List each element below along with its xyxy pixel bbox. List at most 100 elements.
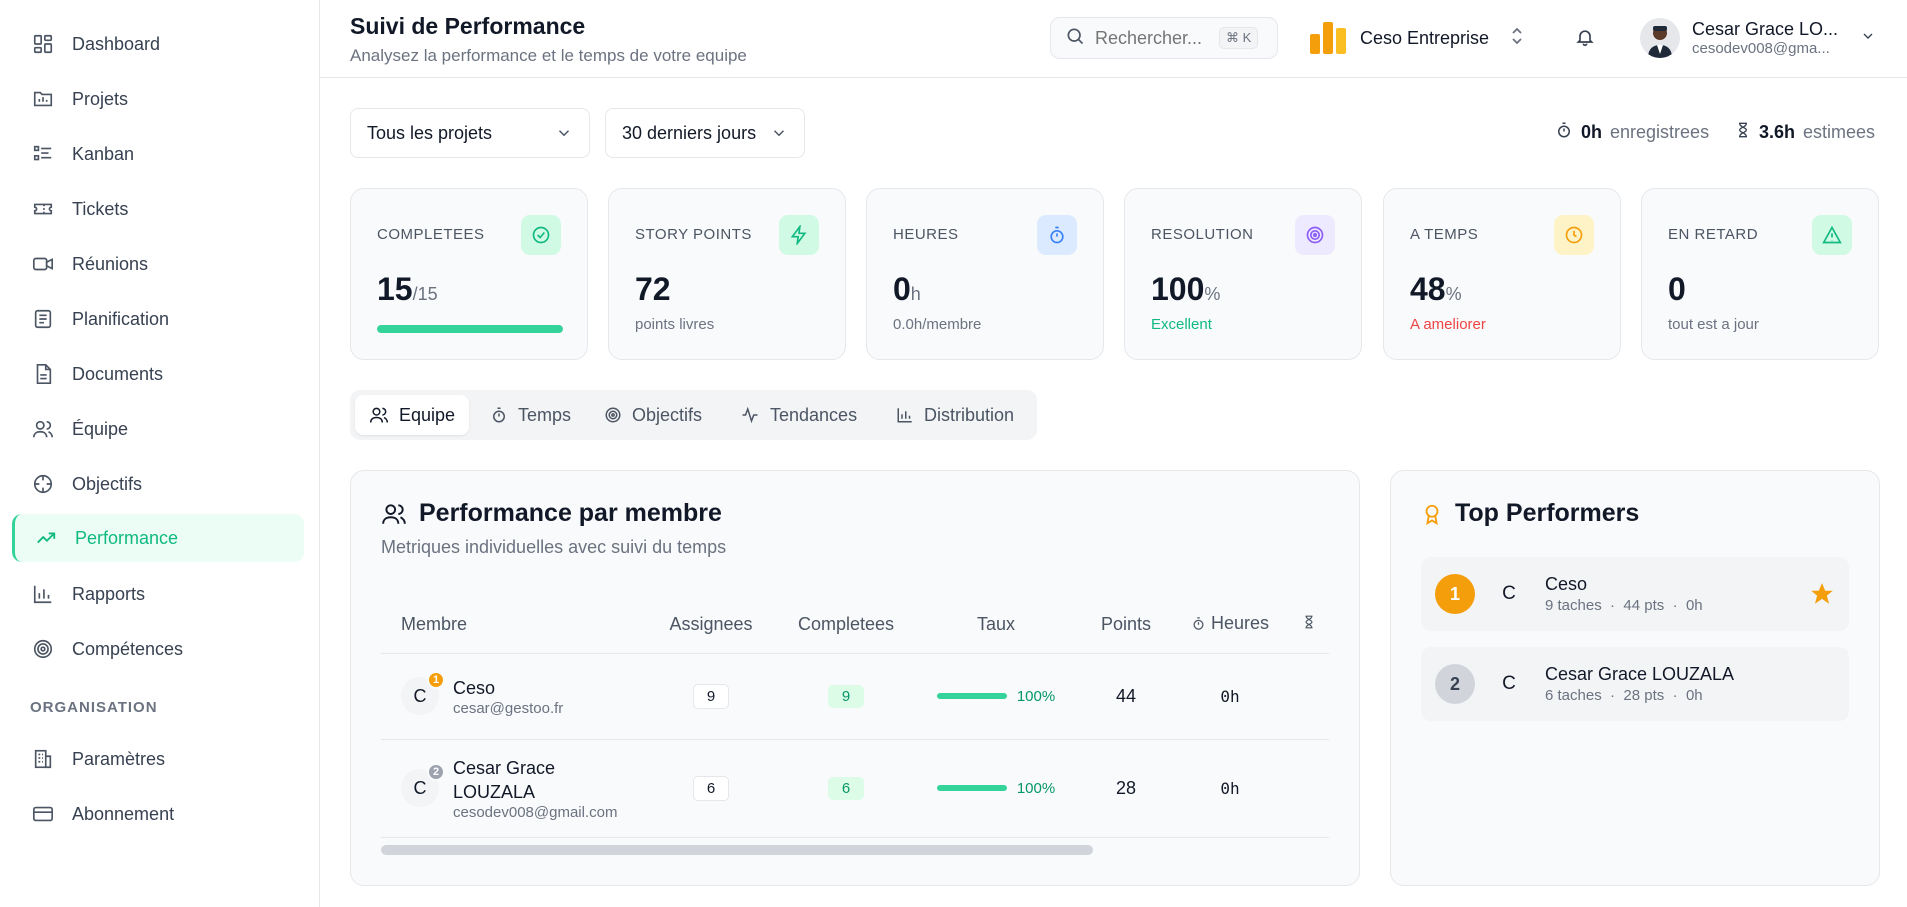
team-icon <box>369 405 389 425</box>
member-hours: 0h <box>1171 739 1289 838</box>
stat-sub: points livres <box>635 316 715 333</box>
tab-temps[interactable]: Temps <box>476 395 585 435</box>
member-points: 44 <box>1081 653 1171 740</box>
stopwatch-icon <box>1037 215 1077 255</box>
stopwatch-icon <box>1555 121 1573 144</box>
performer-avatar: C <box>1489 574 1529 614</box>
sidebar-item-competences[interactable]: Compétences <box>12 625 304 673</box>
member-hours: 0h <box>1171 653 1289 740</box>
search-icon <box>1065 26 1085 51</box>
star-icon <box>1809 581 1835 612</box>
sidebar-item-label: Abonnement <box>72 803 175 824</box>
top-performer-item[interactable]: 1 C Ceso 9 taches · 44 pts · 0h <box>1421 557 1849 631</box>
tab-tendances[interactable]: Tendances <box>726 395 871 435</box>
notifications-button[interactable] <box>1570 24 1600 54</box>
stat-label: RESOLUTION <box>1151 226 1254 243</box>
tab-distribution[interactable]: Distribution <box>882 395 1028 435</box>
performer-name: Ceso <box>1545 574 1588 594</box>
sidebar-item-label: Rapports <box>72 583 146 604</box>
trending-up-icon <box>33 525 59 551</box>
stat-label: COMPLETEES <box>377 226 485 243</box>
column-header-estimated[interactable] <box>1289 597 1329 654</box>
table-row[interactable]: C 2 Cesar Grace LOUZALA cesodev008@gmail… <box>381 739 1329 838</box>
column-header-taux[interactable]: Taux <box>911 597 1081 654</box>
sidebar-item-equipe[interactable]: Équipe <box>12 405 304 453</box>
tab-label: Tendances <box>770 404 858 425</box>
tab-objectifs[interactable]: Objectifs <box>590 395 716 435</box>
video-icon <box>30 251 56 277</box>
table-row[interactable]: C 1 Ceso cesar@gestoo.fr 9 9 100% 44 0h <box>381 653 1329 740</box>
sidebar-item-rapports[interactable]: Rapports <box>12 570 304 618</box>
stat-card-on-time: A TEMPS 48% A ameliorer <box>1383 188 1621 360</box>
stat-value: 100% <box>1151 271 1221 307</box>
sidebar-item-reunions[interactable]: Réunions <box>12 240 304 288</box>
stat-total: /15 <box>412 284 438 304</box>
kanban-icon <box>30 141 56 167</box>
tab-equipe[interactable]: Equipe <box>355 395 470 435</box>
dashboard-icon <box>30 31 56 57</box>
org-switcher[interactable]: Ceso Entreprise <box>1310 16 1525 60</box>
check-circle-icon <box>521 215 561 255</box>
sidebar-item-label: Tickets <box>72 198 129 219</box>
sidebar-item-documents[interactable]: Documents <box>12 350 304 398</box>
period-select-value: 30 derniers jours <box>622 122 757 143</box>
horizontal-scrollbar[interactable] <box>381 845 1093 855</box>
org-name: Ceso Entreprise <box>1360 27 1490 48</box>
building-icon <box>30 746 56 772</box>
sidebar-item-label: Performance <box>75 527 179 548</box>
completed-count: 6 <box>828 776 864 800</box>
stopwatch-icon <box>490 406 508 424</box>
bar-chart-icon <box>896 406 914 424</box>
assigned-count: 9 <box>693 683 729 709</box>
sidebar-item-projets[interactable]: Projets <box>12 75 304 123</box>
member-table: Membre Assignees Completees Taux Points … <box>381 597 1329 838</box>
search-box[interactable]: ⌘ K <box>1050 17 1278 59</box>
recorded-time-label: enregistrees <box>1610 122 1710 142</box>
stat-sub: 0.0h/membre <box>893 316 982 333</box>
completed-progress-bar <box>377 325 563 333</box>
project-select[interactable]: Tous les projets <box>350 108 590 158</box>
user-menu[interactable]: Cesar Grace LO... cesodev008@gma... <box>1640 14 1876 62</box>
document-icon <box>30 361 56 387</box>
stat-card-resolution: RESOLUTION 100% Excellent <box>1124 188 1362 360</box>
warning-icon <box>1812 215 1852 255</box>
column-header-points[interactable]: Points <box>1081 597 1171 654</box>
sidebar-item-kanban[interactable]: Kanban <box>12 130 304 178</box>
column-header-assignees[interactable]: Assignees <box>641 597 781 654</box>
sidebar-item-label: Paramètres <box>72 748 166 769</box>
stat-value: 0h <box>893 271 921 307</box>
sidebar-item-label: Équipe <box>72 418 129 439</box>
search-input[interactable] <box>1095 27 1215 49</box>
sidebar-item-parametres[interactable]: Paramètres <box>12 735 304 783</box>
page-title: Suivi de Performance <box>350 13 586 39</box>
member-performance-panel: Performance par membre Metriques individ… <box>350 470 1360 886</box>
column-header-membre[interactable]: Membre <box>381 597 641 654</box>
tab-bar: Equipe Temps Objectifs Tendances Distrib… <box>350 390 1037 440</box>
tab-label: Equipe <box>399 404 456 425</box>
recorded-time: 0h enregistrees <box>1555 121 1709 144</box>
sidebar-item-abonnement[interactable]: Abonnement <box>12 790 304 838</box>
sidebar-item-performance[interactable]: Performance <box>12 514 304 562</box>
rate-value: 100% <box>1016 779 1056 797</box>
estimated-time-value: 3.6h <box>1759 122 1796 142</box>
chevron-down-icon <box>770 124 788 147</box>
stat-sub: Excellent <box>1151 316 1212 333</box>
tab-label: Distribution <box>924 404 1015 425</box>
rate-bar <box>936 693 1007 699</box>
stat-sub: tout est a jour <box>1668 316 1759 333</box>
stat-label: HEURES <box>893 226 959 243</box>
recorded-time-value: 0h <box>1581 122 1603 142</box>
column-header-completees[interactable]: Completees <box>781 597 911 654</box>
rank-badge: 1 <box>1435 574 1475 614</box>
assigned-count: 6 <box>693 775 729 801</box>
period-select[interactable]: 30 derniers jours <box>605 108 805 158</box>
column-header-heures[interactable]: Heures <box>1171 597 1289 654</box>
sidebar-item-tickets[interactable]: Tickets <box>12 185 304 233</box>
sidebar-item-planification[interactable]: Planification <box>12 295 304 343</box>
sidebar-item-label: Projets <box>72 88 129 109</box>
sidebar-item-objectifs[interactable]: Objectifs <box>12 460 304 508</box>
sidebar-item-dashboard[interactable]: Dashboard <box>12 20 304 68</box>
top-performer-item[interactable]: 2 C Cesar Grace LOUZALA 6 taches · 28 pt… <box>1421 647 1849 721</box>
user-name: Cesar Grace LO... <box>1692 19 1839 39</box>
performer-meta: 9 taches · 44 pts · 0h <box>1545 597 1703 614</box>
